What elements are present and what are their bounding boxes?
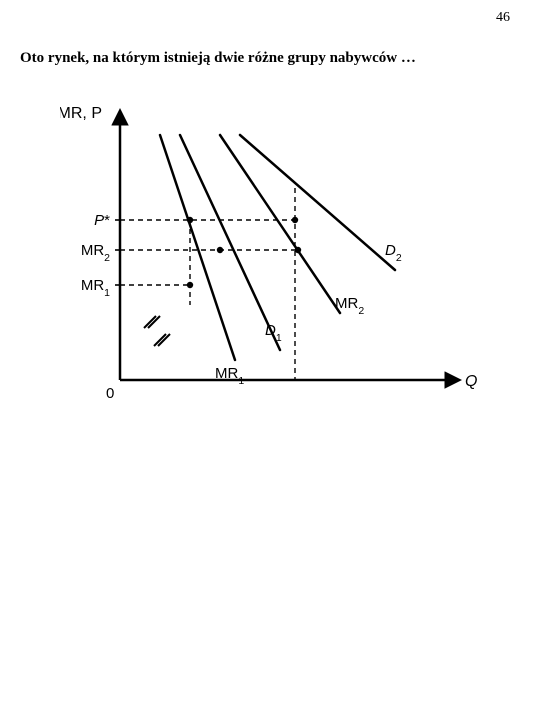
page-title: Oto rynek, na którym istnieją dwie różne… (20, 50, 416, 67)
x-axis-label: Q (465, 373, 477, 390)
line-label-D1: D1 (265, 322, 282, 344)
y-tick-MR1: MR1 (81, 277, 110, 299)
page-number: 46 (496, 10, 510, 26)
y-tick-MR2: MR2 (81, 242, 110, 264)
economics-diagram: MR, PQ0P*MR2MR1MR1D1MR2D2 (60, 100, 480, 440)
origin-label: 0 (106, 385, 114, 402)
line-label-D2: D2 (385, 242, 402, 264)
chart-svg: MR, PQ0P*MR2MR1MR1D1MR2D2 (60, 100, 480, 440)
y-axis-label: MR, P (60, 105, 102, 122)
line-label-MR1: MR1 (215, 365, 244, 387)
y-tick-Pstar: P* (94, 212, 110, 229)
